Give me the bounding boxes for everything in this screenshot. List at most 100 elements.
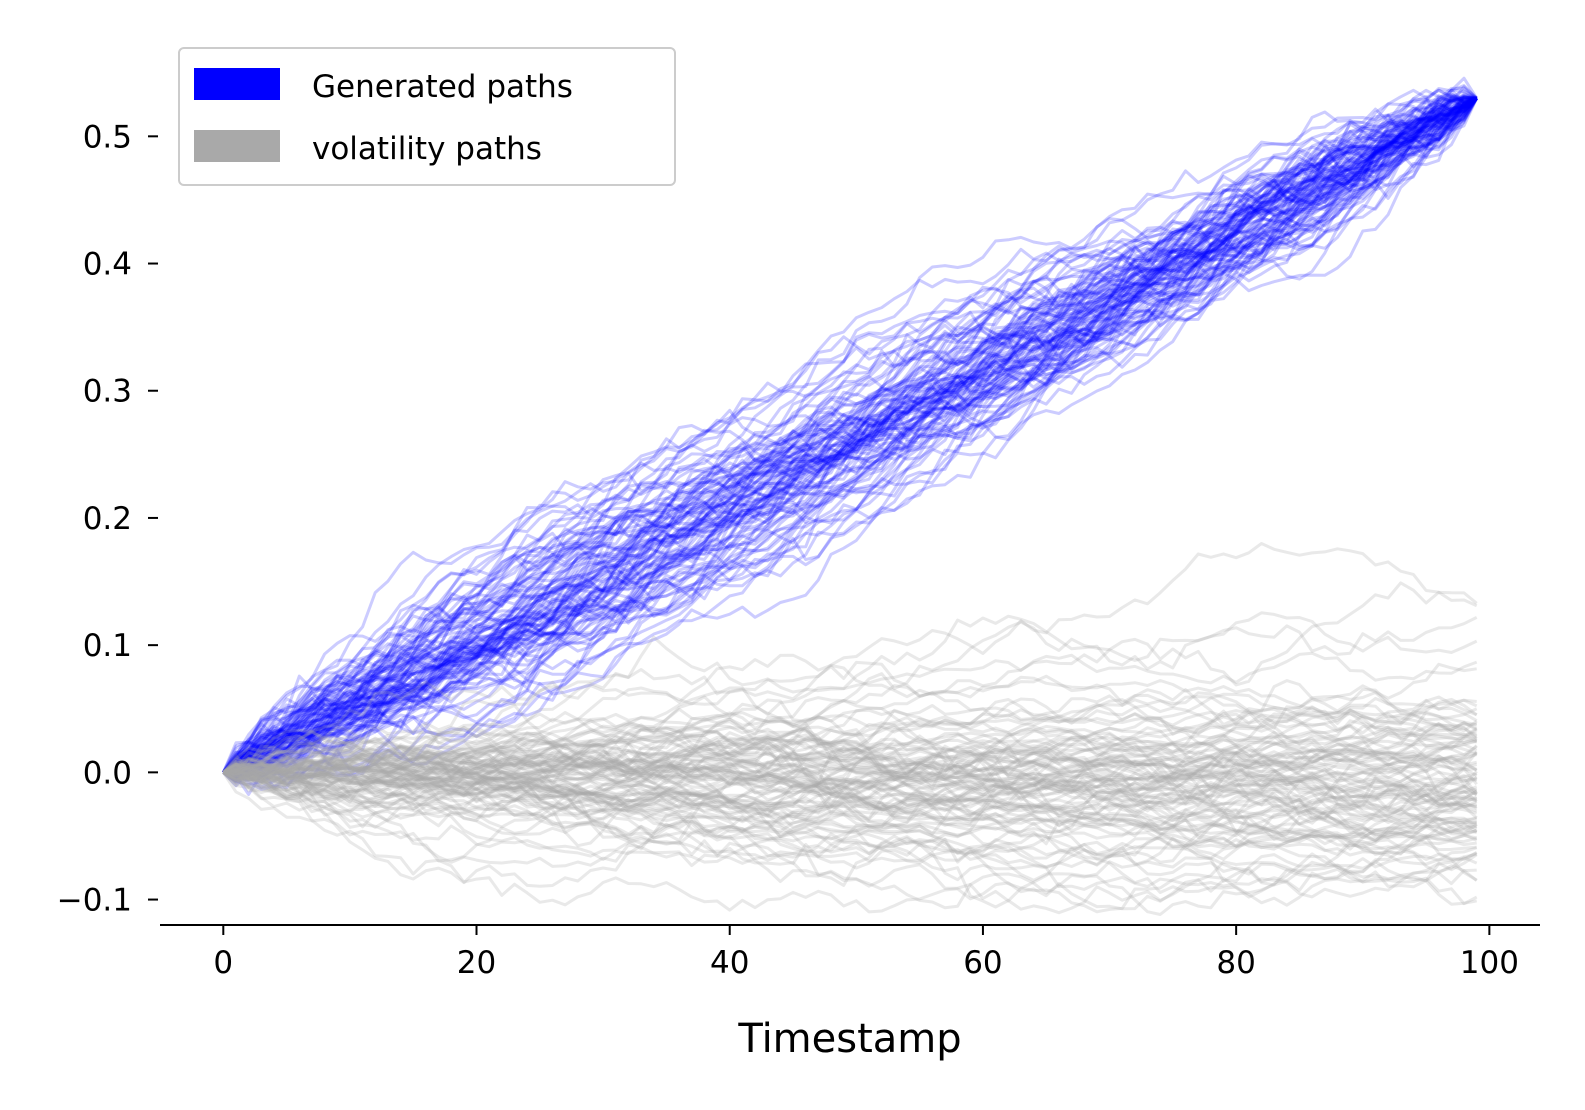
series-1-path <box>223 722 1477 789</box>
series-1-path <box>222 762 1478 861</box>
series-0-path <box>222 96 1478 774</box>
series-0-path <box>222 94 1477 774</box>
series-1-path <box>222 771 1478 887</box>
series-1-path <box>222 766 1478 895</box>
series-1-path <box>222 730 1478 860</box>
series-0-path <box>223 97 1478 775</box>
series-1-path <box>223 739 1478 821</box>
series-1-path <box>222 697 1478 812</box>
series-1-path <box>223 726 1478 787</box>
series-1-path <box>222 696 1478 815</box>
series-1-path <box>222 771 1478 887</box>
series-0-path <box>222 96 1477 779</box>
series-1-path <box>223 703 1478 784</box>
series-0-path <box>222 96 1478 774</box>
series-1-path <box>223 698 1478 797</box>
series-0-path <box>221 96 1478 774</box>
y-axis: −0.1 0.0 0.1 0.2 0.3 0.4 0.5 <box>57 119 158 919</box>
series-1-path <box>222 763 1477 826</box>
series-0-path <box>222 96 1478 774</box>
series-1-path <box>223 764 1478 840</box>
series-0-path <box>222 95 1478 774</box>
series-1-path <box>223 725 1477 892</box>
series-0-path <box>222 96 1478 774</box>
series-1-path <box>223 705 1478 781</box>
series-1-path <box>222 731 1478 834</box>
series-1-path <box>222 765 1477 906</box>
series-0-path <box>222 96 1478 774</box>
series-1-path <box>222 756 1477 851</box>
legend-label: volatility paths <box>312 131 542 167</box>
series-0-path <box>222 97 1478 774</box>
series-1-path <box>223 770 1478 820</box>
series-0-path <box>222 96 1478 776</box>
series-1-path <box>222 760 1477 907</box>
series-0-path <box>222 97 1479 774</box>
series-0-path <box>222 96 1478 774</box>
legend-swatch <box>194 130 280 162</box>
series-0-path <box>222 86 1478 774</box>
series-1-path <box>222 738 1477 841</box>
series-0-path <box>222 97 1479 776</box>
series-0-path <box>222 95 1478 774</box>
series-1-path <box>222 771 1478 812</box>
y-tick-label: 0.4 <box>83 247 132 283</box>
series-1-path <box>222 766 1478 869</box>
series-0-path <box>222 97 1478 774</box>
series-1-path <box>223 764 1477 836</box>
series-0-path <box>222 96 1478 789</box>
series-0-path <box>222 97 1478 774</box>
series-0-path <box>222 97 1478 774</box>
x-tick-label: 20 <box>457 945 496 981</box>
series-1-path <box>222 770 1478 915</box>
series-0-path <box>222 96 1478 786</box>
series-1-path <box>223 702 1477 775</box>
y-tick-label: 0.3 <box>83 374 132 410</box>
legend-swatch <box>194 68 280 100</box>
series-0-path <box>222 97 1478 774</box>
series-1-path <box>222 731 1478 815</box>
series-0-path <box>223 96 1478 775</box>
series-1-path <box>222 653 1478 779</box>
series-1-path <box>222 729 1478 856</box>
series-0-path <box>223 97 1478 775</box>
legend: Generated paths volatility paths <box>178 47 676 186</box>
series-0-path <box>222 85 1478 774</box>
series-0-path <box>222 97 1478 774</box>
series-1-path <box>222 734 1478 783</box>
series-1-path <box>223 770 1478 882</box>
x-tick-label: 80 <box>1216 945 1255 981</box>
series-1-path <box>222 760 1478 815</box>
series-1-path <box>222 751 1478 830</box>
series-0-path <box>223 96 1477 774</box>
series-0-path <box>222 97 1478 774</box>
series-1-path <box>222 717 1478 790</box>
series-1-path <box>222 758 1478 822</box>
series-1-path <box>223 710 1478 785</box>
series-0-path <box>222 92 1478 780</box>
series-0-path <box>222 96 1477 774</box>
series-0-path <box>222 96 1478 783</box>
series-0-path <box>223 96 1478 774</box>
series-1-path <box>223 747 1478 807</box>
series-0-path <box>222 97 1478 779</box>
series-0-path <box>222 96 1478 774</box>
series-1-path <box>222 762 1478 822</box>
series-1-path <box>222 736 1478 824</box>
series-0-path <box>223 97 1478 775</box>
series-0-path <box>222 96 1478 774</box>
series-1-path <box>223 733 1477 801</box>
series-0-path <box>222 97 1478 774</box>
series-0-path <box>223 92 1477 775</box>
series-0-path <box>222 97 1478 774</box>
series-0-path <box>222 97 1478 774</box>
series-0-path <box>222 97 1478 774</box>
series-0-path <box>223 97 1478 777</box>
series-0-path <box>222 96 1478 787</box>
series-1-path <box>223 765 1477 847</box>
series-0-path <box>223 96 1478 791</box>
series-0-path <box>222 96 1478 779</box>
series-0-path <box>222 84 1478 774</box>
series-1-path <box>222 763 1478 849</box>
x-tick-label: 60 <box>963 945 1002 981</box>
